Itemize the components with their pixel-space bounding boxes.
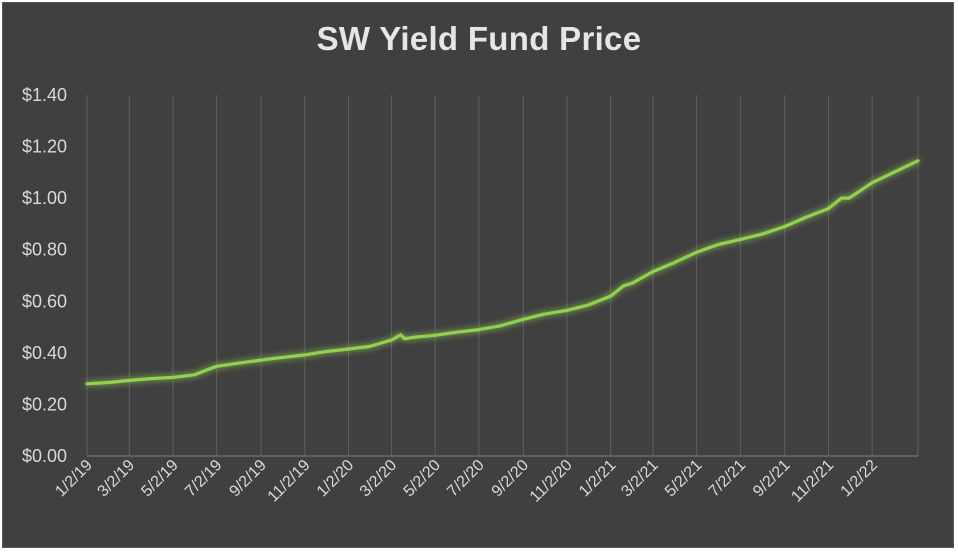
series-group [85, 159, 920, 386]
y-tick-label: $0.80 [22, 240, 67, 260]
y-tick-label: $1.00 [22, 188, 67, 208]
y-tick-label: $0.20 [22, 394, 67, 414]
x-tick-label: 11/2/19 [265, 457, 314, 506]
x-tick-label: 11/2/20 [527, 457, 576, 506]
x-tick-label: 1/2/21 [576, 457, 620, 501]
x-tick-label: 7/2/19 [182, 457, 226, 501]
x-tick-label: 7/2/21 [706, 457, 750, 501]
x-tick-label: 3/2/20 [357, 457, 401, 501]
y-axis: $0.00 $0.20 $0.40 $0.60 $0.80 $1.00 $1.20 $1.40 [22, 85, 67, 466]
x-tick-label: 5/2/20 [401, 457, 445, 501]
x-tick-label: 1/2/20 [314, 457, 358, 501]
y-tick-label: $0.00 [22, 446, 67, 466]
x-tick-label: 5/2/21 [662, 457, 706, 501]
x-tick-label: 11/2/21 [788, 457, 837, 506]
gridlines [86, 95, 919, 457]
y-tick-label: $0.60 [22, 291, 67, 311]
chart-title: SW Yield Fund Price [316, 20, 642, 57]
x-tick-label: 3/2/19 [95, 457, 139, 501]
y-tick-label: $0.40 [22, 343, 67, 363]
x-tick-label: 5/2/19 [138, 457, 182, 501]
x-tick-label: 3/2/21 [618, 457, 662, 501]
y-tick-label: $1.20 [22, 137, 67, 157]
x-tick-label: 1/2/22 [838, 457, 882, 501]
x-tick-label: 7/2/20 [444, 457, 488, 501]
series-line [85, 159, 920, 386]
y-tick-label: $1.40 [22, 85, 67, 105]
